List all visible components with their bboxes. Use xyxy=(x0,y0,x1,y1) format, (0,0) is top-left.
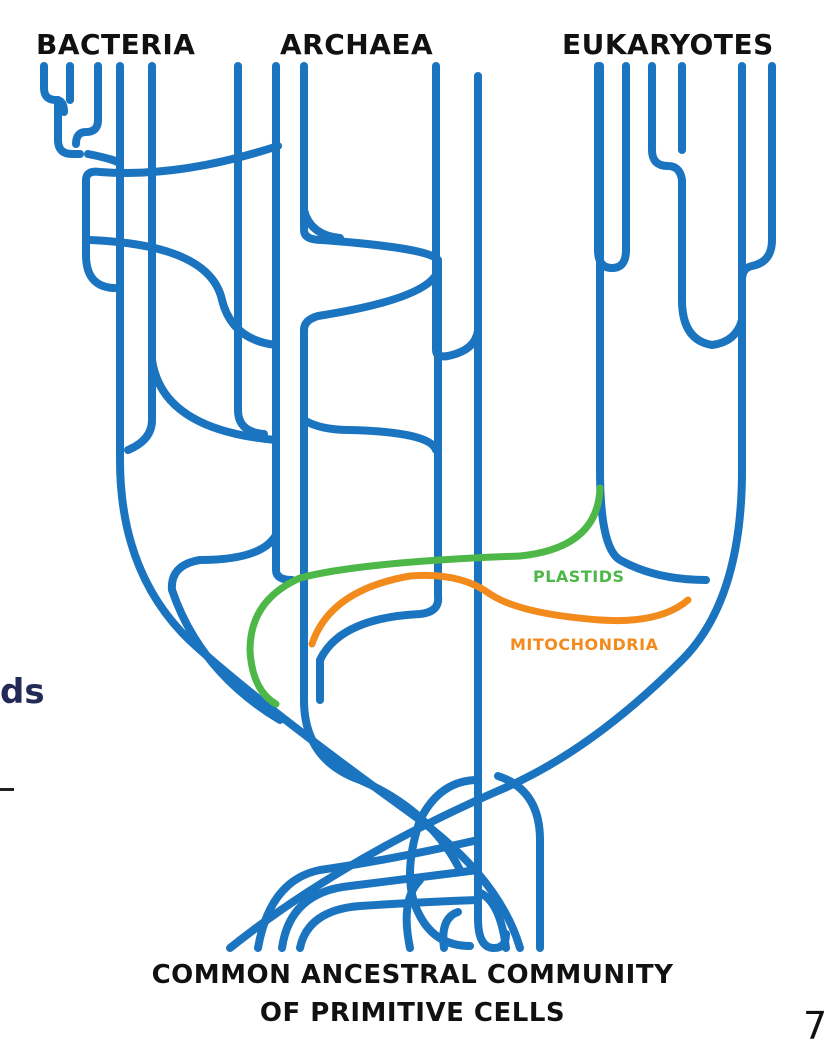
label-bacteria: BACTERIA xyxy=(36,28,196,61)
page-number: 7 xyxy=(803,1004,825,1048)
label-eukaryotes: EUKARYOTES xyxy=(562,28,774,61)
root-network xyxy=(254,772,544,952)
root-label-line-1: COMMON ANCESTRAL COMMUNITY xyxy=(151,960,674,990)
plastids-path xyxy=(246,484,604,708)
label-plastids: PLASTIDS xyxy=(533,567,625,586)
slide-dash-fragment xyxy=(0,788,14,791)
slide-text-fragment: ds xyxy=(0,672,45,712)
root-label-line-2: OF PRIMITIVE CELLS xyxy=(259,998,566,1028)
mitochondria-path xyxy=(308,571,692,648)
label-archaea: ARCHAEA xyxy=(280,28,434,61)
label-mitochondria: MITOCHONDRIA xyxy=(510,635,659,654)
eukaryote-branches xyxy=(226,62,776,952)
